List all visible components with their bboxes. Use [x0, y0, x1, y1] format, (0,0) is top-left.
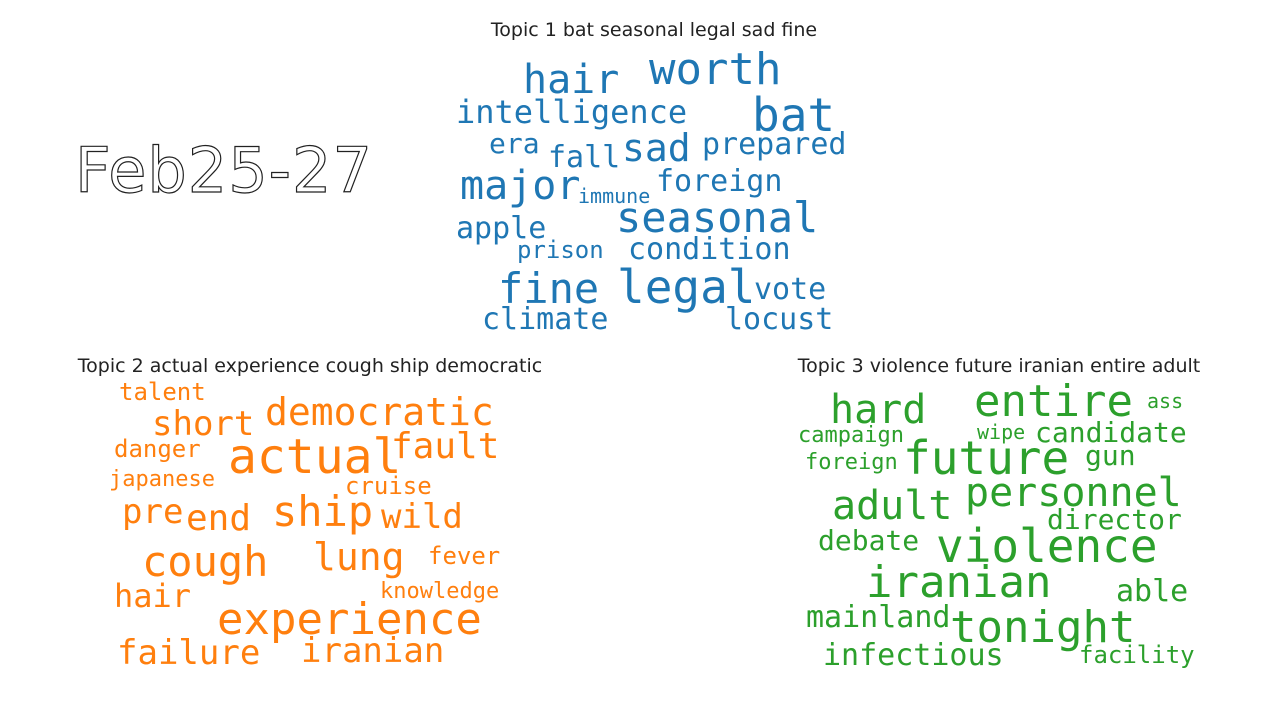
cloud-word: danger [114, 435, 201, 463]
cloud-word: climate [482, 302, 609, 337]
cloud-word: major [460, 163, 581, 209]
cloud-word: iranian [866, 557, 1052, 608]
cloud-word: facility [1079, 641, 1195, 669]
cloud-word: vote [754, 272, 827, 307]
cloud-word: adult [832, 483, 953, 529]
cloud-word: wild [381, 497, 463, 537]
cloud-word: bat [752, 88, 836, 142]
cloud-word: worth [649, 44, 782, 95]
cloud-word: talent [119, 378, 206, 406]
cloud-word: foreign [805, 450, 898, 475]
cloud-word: pre [122, 492, 184, 532]
cloud-word: end [186, 498, 252, 539]
cloud-word: foreign [656, 164, 783, 199]
cloud-word: fine [498, 264, 600, 313]
cloud-word: era [489, 127, 540, 160]
cloud-word: prepared [702, 127, 847, 162]
cloud-word: infectious [823, 638, 1004, 673]
cloud-word: seasonal [616, 193, 819, 242]
cloud-word: violence [936, 519, 1158, 573]
cloud-word: condition [628, 232, 791, 267]
cloud-word: fault [391, 426, 500, 467]
cloud-word: japanese [109, 467, 215, 492]
topic-1-title: Topic 1 bat seasonal legal sad fine [490, 19, 818, 41]
cloud-word: iranian [301, 631, 445, 671]
cloud-word: knowledge [380, 579, 500, 604]
cloud-word: fever [428, 542, 501, 570]
cloud-word: locust [725, 302, 834, 337]
cloud-word: campaign [798, 423, 904, 448]
cloud-word: prison [517, 236, 604, 264]
cloud-word: tonight [950, 602, 1136, 653]
cloud-word: mainland [806, 600, 951, 635]
cloud-word: intelligence [456, 93, 688, 131]
cloud-word: failure [117, 633, 261, 673]
cloud-word: able [1116, 574, 1189, 609]
cloud-word: debate [818, 524, 920, 557]
cloud-word: cough [142, 537, 269, 586]
cloud-word: hard [830, 387, 927, 433]
cloud-word: ship [272, 487, 374, 536]
cloud-word: apple [456, 211, 547, 246]
topic-2-title: Topic 2 actual experience cough ship dem… [77, 355, 543, 377]
cloud-word: actual [228, 429, 402, 485]
cloud-word: ass [1147, 389, 1184, 413]
cloud-word: candidate [1035, 416, 1187, 449]
cloud-word: wipe [977, 420, 1026, 444]
cloud-word: gun [1085, 439, 1136, 472]
cloud-word: personnel [965, 470, 1182, 516]
cloud-word: experience [217, 594, 482, 645]
cloud-word: fall [548, 140, 621, 175]
cloud-word: hair [114, 577, 192, 615]
cloud-word: short [152, 404, 255, 444]
cloud-word: future [903, 431, 1070, 485]
cloud-word: entire [974, 376, 1133, 427]
cloud-word: cruise [345, 472, 432, 500]
cloud-word: immune [578, 184, 651, 208]
date-label: Feb25-27 [74, 134, 373, 207]
topic-3-title: Topic 3 violence future iranian entire a… [797, 355, 1201, 377]
cloud-word: lung [313, 535, 405, 579]
cloud-word: legal [617, 260, 756, 314]
cloud-word: hair [523, 57, 620, 103]
cloud-word: director [1047, 503, 1182, 536]
cloud-word: democratic [265, 390, 494, 434]
cloud-word: sad [622, 126, 691, 170]
